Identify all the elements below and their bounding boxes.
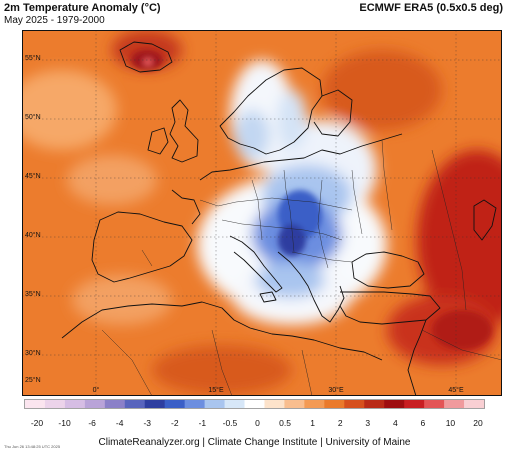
atlantic-light-patch-2 bbox=[67, 155, 157, 205]
turkey-coast bbox=[339, 291, 441, 325]
colorbar-tick-label: -0.5 bbox=[223, 418, 238, 428]
colorbar-swatch bbox=[124, 400, 146, 408]
lon-label-0: 0° bbox=[93, 386, 100, 394]
colorbar-tick-label: -10 bbox=[58, 418, 71, 428]
colorbar-tick-label: -3 bbox=[143, 418, 151, 428]
caspian-coast bbox=[473, 199, 497, 241]
syria-red bbox=[432, 310, 492, 350]
lat-label-40: 40°N bbox=[25, 231, 41, 239]
sweden-light-blue bbox=[277, 90, 307, 150]
colorbar-swatch bbox=[264, 400, 285, 408]
colorbar-tick-label: -2 bbox=[171, 418, 179, 428]
latitude-labels: 55°N 50°N 45°N 40°N 35°N 30°N 25°N bbox=[25, 54, 41, 384]
colorbar-tick-label: -1 bbox=[199, 418, 207, 428]
maghreb-light bbox=[72, 275, 172, 325]
colorbar-swatch bbox=[64, 400, 86, 408]
render-timestamp: Thu Jun 26 13:48:25 UTC 2025 bbox=[4, 444, 61, 449]
scandinavia-coast bbox=[219, 67, 323, 155]
colorbar-swatch bbox=[384, 400, 405, 408]
chart-title: 2m Temperature Anomaly (°C) bbox=[4, 2, 161, 14]
atlantic-light-patch bbox=[22, 70, 117, 150]
iceland-coast bbox=[119, 41, 173, 73]
lat-label-25: 25°N bbox=[25, 376, 41, 384]
coastlines bbox=[61, 41, 497, 396]
colorbar-tick-label: 3 bbox=[365, 418, 370, 428]
lat-label-45: 45°N bbox=[25, 172, 41, 180]
iceland-dot bbox=[143, 58, 153, 66]
lon-label-15e: 15°E bbox=[208, 386, 224, 394]
colorbar-tick-label: -20 bbox=[31, 418, 44, 428]
colorbar-swatch bbox=[424, 400, 445, 408]
lat-label-55: 55°N bbox=[25, 54, 41, 62]
ireland-coast bbox=[147, 127, 169, 155]
colorbar-ticks: -20 -10 -6 -4 -3 -2 -1 -0.5 0 0.5 1 2 3 4 6 10 20 bbox=[31, 418, 483, 428]
lon-label-45e: 45°E bbox=[448, 386, 464, 394]
credit-line: ClimateReanalyzer.org | Climate Change I… bbox=[98, 437, 411, 448]
lat-label-35: 35°N bbox=[25, 290, 41, 298]
colorbar-tick-label: -6 bbox=[88, 418, 96, 428]
graticule bbox=[22, 30, 502, 396]
colorbar-tick-label: 2 bbox=[338, 418, 343, 428]
colorbar-swatch bbox=[164, 400, 186, 408]
lat-label-30: 30°N bbox=[25, 349, 41, 357]
colorbar-frame bbox=[24, 399, 485, 409]
russia-darker bbox=[322, 50, 442, 130]
colorbar-swatch bbox=[44, 400, 66, 408]
continent-coast bbox=[91, 133, 403, 283]
colorbar: -20 -10 -6 -4 -3 -2 -1 -0.5 0 0.5 1 2 3 4 6 10 20 bbox=[24, 399, 485, 428]
colorbar-swatches bbox=[25, 400, 485, 408]
colorbar-swatch bbox=[184, 400, 206, 408]
anomaly-map: 55°N 50°N 45°N 40°N 35°N 30°N 25°N 0° 15… bbox=[22, 30, 502, 396]
chart-subtitle: May 2025 - 1979-2000 bbox=[4, 15, 105, 26]
cold-core-2 bbox=[278, 224, 306, 256]
colorbar-tick-label: -4 bbox=[116, 418, 124, 428]
italy-coast bbox=[229, 235, 283, 293]
colorbar-tick-label: 0.5 bbox=[279, 418, 291, 428]
levant-coast bbox=[407, 319, 427, 396]
black-sea-coast bbox=[351, 251, 425, 289]
middle-east-hot bbox=[417, 150, 502, 330]
colorbar-tick-label: 6 bbox=[421, 418, 426, 428]
colorbar-tick-label: 1 bbox=[310, 418, 315, 428]
colorbar-tick-label: 0 bbox=[255, 418, 260, 428]
colorbar-tick-label: 10 bbox=[446, 418, 456, 428]
borders bbox=[101, 139, 502, 396]
colorbar-swatch bbox=[104, 400, 126, 408]
colorbar-tick-label: 4 bbox=[393, 418, 398, 428]
colorbar-swatch bbox=[304, 400, 325, 408]
balkans-coast bbox=[277, 251, 345, 323]
longitude-labels: 0° 15°E 30°E 45°E bbox=[93, 386, 464, 394]
colorbar-swatch bbox=[464, 400, 485, 408]
colorbar-swatch bbox=[444, 400, 465, 408]
colorbar-swatch bbox=[244, 400, 265, 408]
map-frame bbox=[22, 30, 502, 396]
norway-light-blue bbox=[234, 110, 270, 160]
colorbar-swatch bbox=[404, 400, 425, 408]
colorbar-swatch bbox=[84, 400, 106, 408]
colorbar-swatch bbox=[364, 400, 385, 408]
north-africa-coast bbox=[61, 301, 383, 361]
finland-coast bbox=[313, 89, 353, 137]
colorbar-swatch bbox=[144, 400, 166, 408]
colorbar-swatch bbox=[25, 400, 46, 408]
lon-label-30e: 30°E bbox=[328, 386, 344, 394]
colorbar-swatch bbox=[224, 400, 245, 408]
colorbar-swatch bbox=[324, 400, 345, 408]
colorbar-swatch bbox=[204, 400, 225, 408]
sicily-coast bbox=[259, 291, 277, 303]
colorbar-tick-label: 20 bbox=[473, 418, 483, 428]
data-source-label: ECMWF ERA5 (0.5x0.5 deg) bbox=[359, 2, 503, 14]
colorbar-swatch bbox=[284, 400, 305, 408]
lat-label-50: 50°N bbox=[25, 113, 41, 121]
colorbar-swatch bbox=[344, 400, 365, 408]
uk-coast bbox=[169, 99, 199, 163]
